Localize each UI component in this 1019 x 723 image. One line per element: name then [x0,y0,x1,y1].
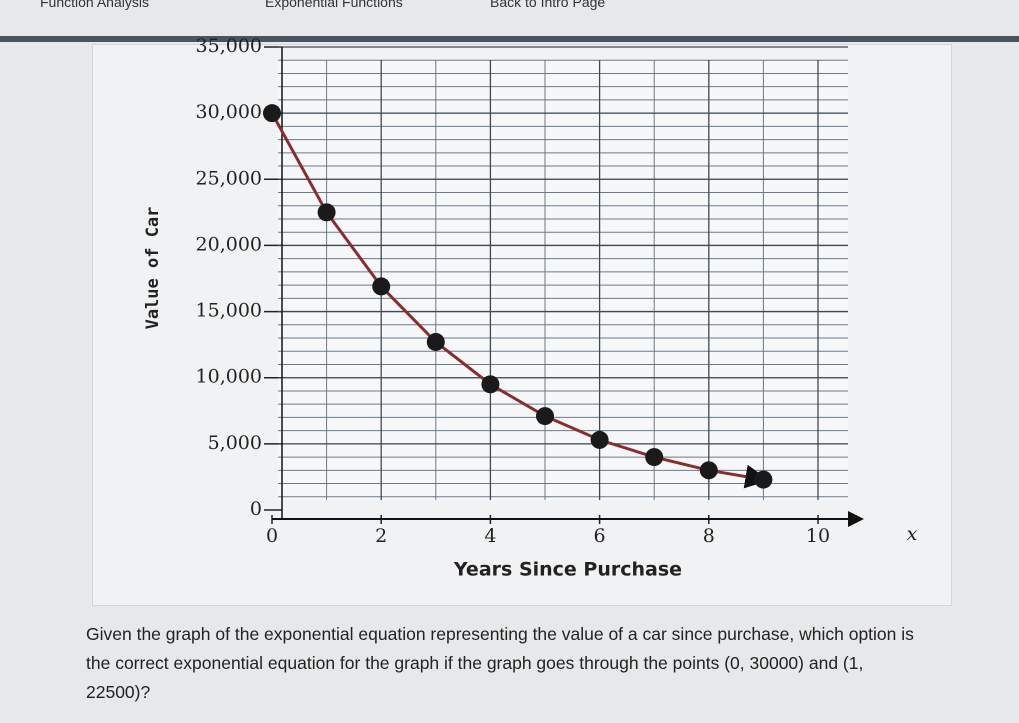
x-tick-label: 2 [375,525,387,547]
plot-background [278,60,848,500]
data-point [590,430,609,449]
x-tick-label: 6 [594,525,606,547]
y-tick-label: 20,000 [196,233,262,255]
data-point [372,277,391,296]
x-tick-label: 10 [806,525,830,547]
header-bar [0,36,1019,42]
x-tick-label: 8 [703,525,715,547]
data-point [699,461,718,480]
data-point [317,203,336,222]
y-tick-label: 0 [250,498,262,520]
data-point [645,448,664,467]
y-axis-label: Value of Car [143,207,163,330]
x-axis-label: Years Since Purchase [453,559,682,581]
back-link[interactable]: Back to Intro Page [490,0,606,10]
y-tick-label: 25,000 [196,167,262,189]
y-tick-label: 35,000 [196,35,262,57]
y-tick-label: 5,000 [208,432,262,454]
x-tick-label: 4 [484,525,496,547]
nav-link[interactable]: Function Analysis [40,0,149,10]
data-point [426,332,445,351]
data-point [754,470,773,489]
data-line [270,112,770,489]
x-variable: x [907,523,918,545]
y-tick-label: 30,000 [196,101,262,123]
data-point [536,407,554,426]
x-tick-label: 0 [266,525,278,547]
page-title: Exponential Functions [265,0,403,10]
question-text: Given the graph of the exponential equat… [86,624,914,702]
data-point [481,375,500,394]
y-tick-label: 15,000 [196,300,262,322]
data-point [263,104,281,123]
y-tick-label: 10,000 [196,366,262,388]
